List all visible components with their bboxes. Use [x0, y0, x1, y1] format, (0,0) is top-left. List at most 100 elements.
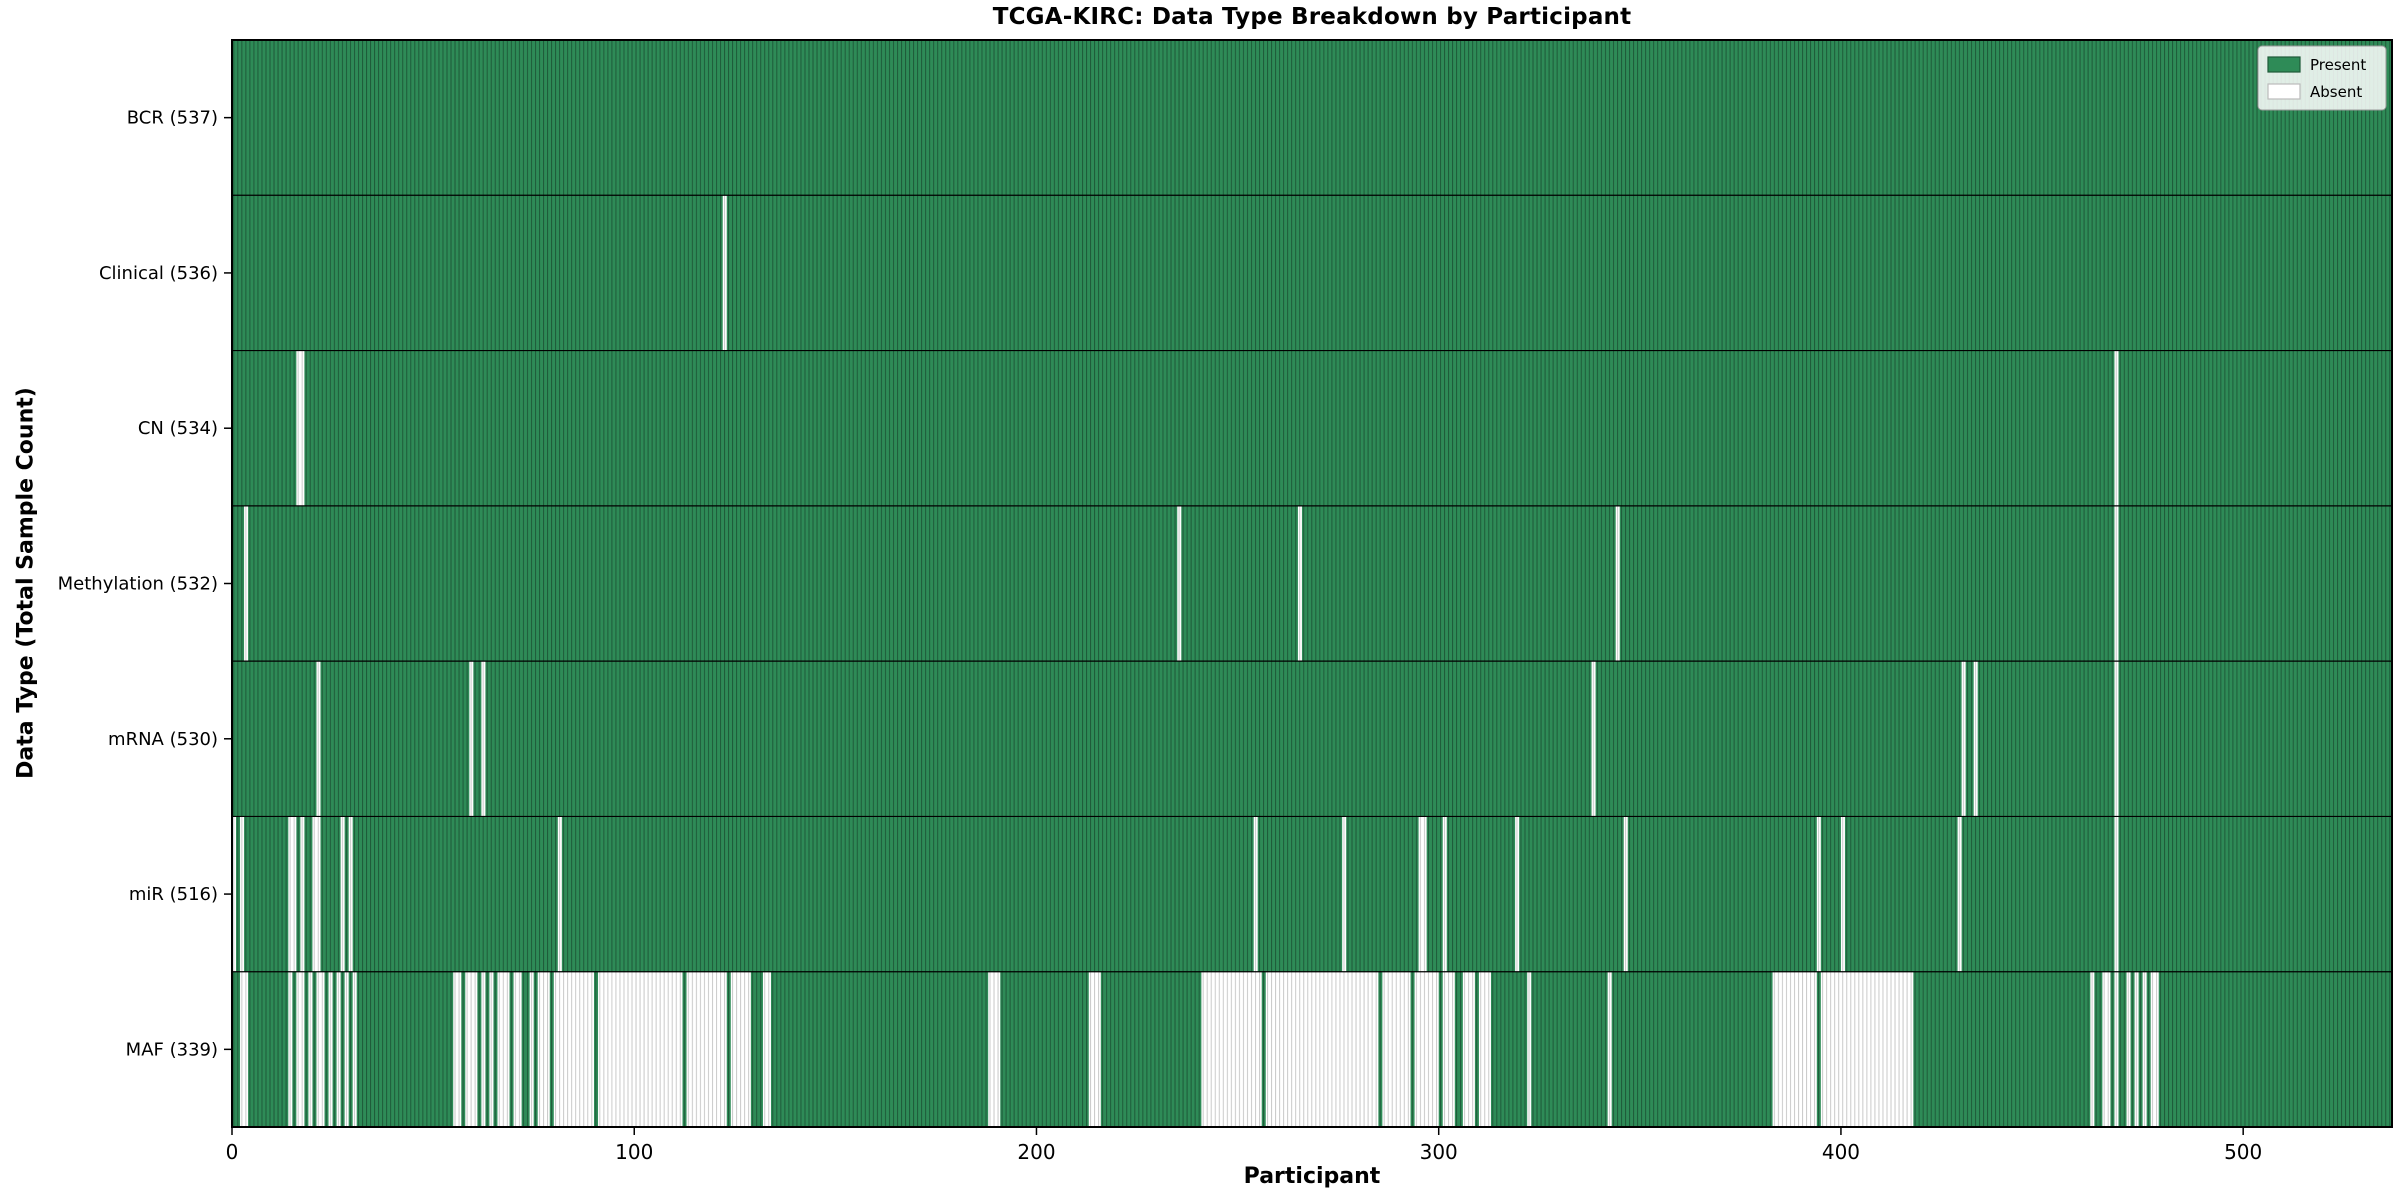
absent-bar — [1177, 505, 1182, 662]
absent-bar — [328, 971, 333, 1127]
absent-bar — [537, 971, 550, 1127]
absent-bar — [308, 971, 313, 1127]
absent-bar — [352, 971, 357, 1127]
absent-bar — [1615, 505, 1620, 662]
absent-bar — [513, 971, 522, 1127]
absent-bar — [1382, 971, 1411, 1127]
absent-bar — [1442, 971, 1455, 1127]
absent-bar — [469, 661, 474, 817]
absent-bar — [762, 971, 771, 1127]
absent-bar — [1591, 661, 1596, 817]
x-tick-label: 0 — [226, 1140, 239, 1164]
y-tick-label-clinical: Clinical (536) — [99, 263, 218, 284]
absent-bar — [288, 971, 293, 1127]
absent-bar — [557, 816, 562, 972]
absent-bar — [232, 816, 237, 972]
x-tick-label: 400 — [1822, 1140, 1860, 1164]
absent-bar — [730, 971, 751, 1127]
absent-bar — [598, 971, 683, 1127]
absent-bar — [316, 971, 325, 1127]
absent-bar — [1816, 816, 1821, 972]
absent-bar — [1820, 971, 1914, 1127]
y-axis-label: Data Type (Total Sample Count) — [13, 387, 39, 779]
chart-title: TCGA-KIRC: Data Type Breakdown by Partic… — [992, 4, 1632, 30]
absent-bar — [1265, 971, 1379, 1127]
absent-bar — [2126, 971, 2131, 1127]
absent-bar — [336, 971, 341, 1127]
absent-bar — [316, 661, 321, 817]
absent-bar — [1772, 971, 1817, 1127]
absent-bar — [1957, 816, 1962, 972]
y-tick-label-mir: miR (516) — [129, 884, 218, 905]
absent-bar — [344, 971, 349, 1127]
legend-swatch-present — [2267, 56, 2301, 73]
absent-bar — [2114, 661, 2119, 817]
absent-bar — [1442, 816, 1447, 972]
absent-bar — [2114, 350, 2119, 506]
x-axis-label: Participant — [1243, 1164, 1381, 1189]
absent-bar — [481, 661, 486, 817]
absent-bar — [453, 971, 462, 1127]
y-tick-label-maf: MAF (339) — [126, 1039, 218, 1060]
absent-bar — [1418, 816, 1427, 972]
row-present-band-methylation — [232, 505, 2392, 662]
row-present-band-cn — [232, 350, 2392, 506]
y-tick-label-bcr: BCR (537) — [127, 108, 218, 129]
x-tick-label: 100 — [615, 1140, 653, 1164]
absent-bar — [1961, 661, 1966, 817]
y-tick-label-cn: CN (534) — [138, 418, 218, 439]
absent-bar — [2134, 971, 2139, 1127]
plot-border — [231, 39, 2393, 1128]
absent-bar — [481, 971, 486, 1127]
absent-bar — [497, 971, 510, 1127]
absent-bar — [1201, 971, 1262, 1127]
absent-bar — [1515, 816, 1520, 972]
row-present-band-mrna — [232, 661, 2392, 817]
absent-bar — [553, 971, 595, 1127]
absent-bar — [489, 971, 494, 1127]
row-present-band-clinical — [232, 195, 2392, 351]
absent-bar — [2114, 816, 2119, 972]
legend-swatch-absent — [2267, 83, 2301, 100]
absent-bar — [312, 816, 321, 972]
absent-bar — [465, 971, 478, 1127]
absent-bar — [240, 971, 249, 1127]
row-present-band-mir — [232, 816, 2392, 972]
absent-bar — [1478, 971, 1491, 1127]
absent-bar — [2114, 505, 2119, 662]
absent-bar — [686, 971, 727, 1127]
legend-label-present: Present — [2310, 56, 2366, 74]
absent-bar — [1462, 971, 1475, 1127]
absent-bar — [1623, 816, 1628, 972]
absent-bar — [2150, 971, 2159, 1127]
absent-bar — [988, 971, 1001, 1127]
absent-bar — [1973, 661, 1978, 817]
absent-bar — [722, 195, 727, 351]
row-present-band-bcr — [232, 40, 2392, 196]
absent-bar — [1088, 971, 1101, 1127]
y-tick-label-methylation: Methylation (532) — [58, 574, 218, 595]
x-tick-label: 300 — [1420, 1140, 1458, 1164]
absent-bar — [1414, 971, 1439, 1127]
absent-bar — [348, 816, 353, 972]
absent-bar — [296, 350, 305, 506]
y-tick-label-mrna: mRNA (530) — [108, 729, 218, 750]
absent-bar — [296, 971, 305, 1127]
absent-bar — [2142, 971, 2147, 1127]
absent-bar — [288, 816, 297, 972]
absent-bar — [1527, 971, 1532, 1127]
absent-bar — [340, 816, 345, 972]
absent-bar — [244, 505, 249, 662]
x-tick-label: 500 — [2224, 1140, 2262, 1164]
absent-bar — [1840, 816, 1845, 972]
absent-bar — [1253, 816, 1258, 972]
absent-bar — [2114, 971, 2119, 1127]
absent-bar — [300, 816, 305, 972]
x-tick-label: 200 — [1017, 1140, 1055, 1164]
absent-bar — [1297, 505, 1302, 662]
absent-bar — [2102, 971, 2111, 1127]
absent-bar — [240, 816, 245, 972]
absent-bar — [1342, 816, 1347, 972]
